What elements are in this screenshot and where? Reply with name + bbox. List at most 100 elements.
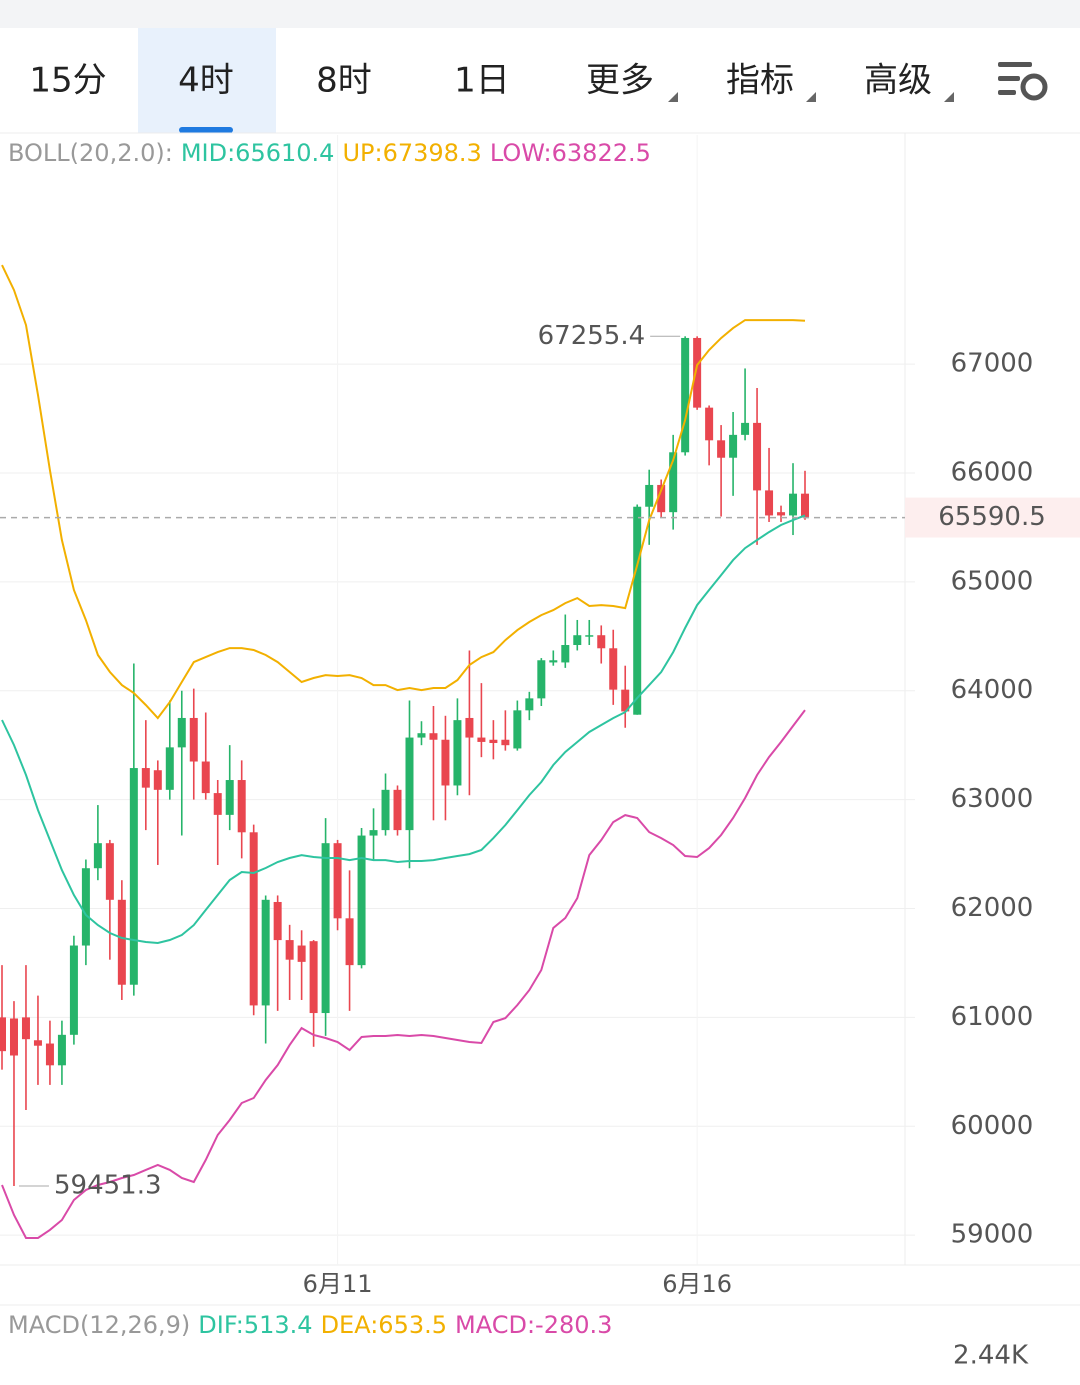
min-label: 59451.3 [54,1171,162,1201]
legend-entry: MID:65610.4 [181,139,335,167]
candle-body [129,768,138,985]
candle-body [345,918,354,966]
candle-body [369,830,378,836]
candle-body [45,1043,54,1066]
candle-body [717,440,726,458]
candle-body [621,689,630,712]
candle-body [21,1017,30,1040]
candle-body [273,901,282,941]
candle-body [777,512,786,516]
last-price-label: 65590.5 [938,502,1046,532]
macd-entry: DEA:653.5 [321,1311,447,1339]
candle-body [549,660,558,663]
candle-body [237,780,246,833]
candle-body [321,843,330,1014]
y-tick-label: 64000 [951,675,1034,705]
y-tick-label: 62000 [951,893,1034,923]
macd-legend: MACD(12,26,9) DIF:513.4 DEA:653.5 MACD:-280… [8,1311,612,1339]
candle-body [693,337,702,408]
candle-body [0,1017,6,1052]
candle-body [585,635,594,637]
candle-body [105,843,114,900]
candle-body [789,493,798,516]
candle-body [441,739,450,786]
candle-body [249,832,258,1006]
x-tick-label: 6月16 [662,1270,732,1298]
dropdown-arrow [806,92,816,102]
candle-body [741,422,750,435]
candle-body [9,1018,18,1056]
candle-body [561,645,570,663]
candle-body [117,899,126,985]
y-tick-label: 59000 [951,1220,1034,1250]
candle-body [381,789,390,831]
candle-body [669,452,678,513]
dropdown-arrow [668,92,678,102]
candle-body [525,698,534,711]
y-tick-label: 67000 [951,349,1034,379]
candle-body [297,945,306,962]
candle-body [417,733,426,738]
candle-body [477,737,486,742]
macd-entry: MACD:-280.3 [455,1311,612,1339]
candle-body [453,720,462,786]
candle-body [93,843,102,869]
candle-body [309,941,318,1014]
settings-icon[interactable] [998,62,1048,101]
candle-body [393,789,402,831]
tab[interactable]: 更多 [586,61,654,101]
tab[interactable]: 高级 [864,61,932,101]
y-tick-label: 63000 [951,784,1034,814]
candle-body [153,770,162,790]
candle-body [753,422,762,491]
candle-body [201,761,210,794]
candle-body [537,660,546,699]
candle-body [489,739,498,744]
candle-body [261,899,270,1006]
candle-body [285,940,294,960]
candle-body [57,1034,66,1066]
tab[interactable]: 指标 [726,61,794,101]
max-label: 67255.4 [538,321,646,351]
tab[interactable]: 8时 [316,61,372,101]
indicator-legend: BOLL(20,2.0): MID:65610.4 UP:67398.3 LOW:63… [8,139,651,167]
boll-line [1,514,806,945]
candle-body [165,747,174,790]
last-price-tag [905,497,1080,538]
tab[interactable]: 1日 [454,61,510,101]
boll-line [1,709,806,1239]
candle-body [597,635,606,649]
y-tick-label: 61000 [951,1002,1034,1032]
candle-body [513,710,522,749]
candle-body [333,843,342,919]
candle-body [33,1040,42,1046]
y-tick-label: 65000 [951,566,1034,596]
legend-entry: UP:67398.3 [342,139,481,167]
candle-body [225,780,234,815]
candle-body [177,717,186,748]
boll-line [1,264,806,720]
y-tick-label: 60000 [951,1111,1034,1141]
candle-body [465,717,474,738]
legend-entry: LOW:63822.5 [490,139,651,167]
candle-body [657,484,666,513]
candle-body [501,739,510,746]
dropdown-arrow [944,92,954,102]
candle-body [729,434,738,458]
tab[interactable]: 15分 [29,61,106,101]
macd-title: MACD(12,26,9) [8,1311,190,1339]
candle-body [573,635,582,646]
tab[interactable]: 4时 [178,61,234,101]
status-strip [0,0,1080,28]
candle-body [405,737,414,831]
candle-body [213,793,222,815]
active-tab-indicator [179,127,233,133]
candle-body [765,490,774,516]
candle-body [705,407,714,441]
candle-body [189,717,198,762]
indicator-title: BOLL(20,2.0): [8,139,173,167]
candle-body [645,484,654,507]
y-tick-label: 66000 [951,457,1034,487]
